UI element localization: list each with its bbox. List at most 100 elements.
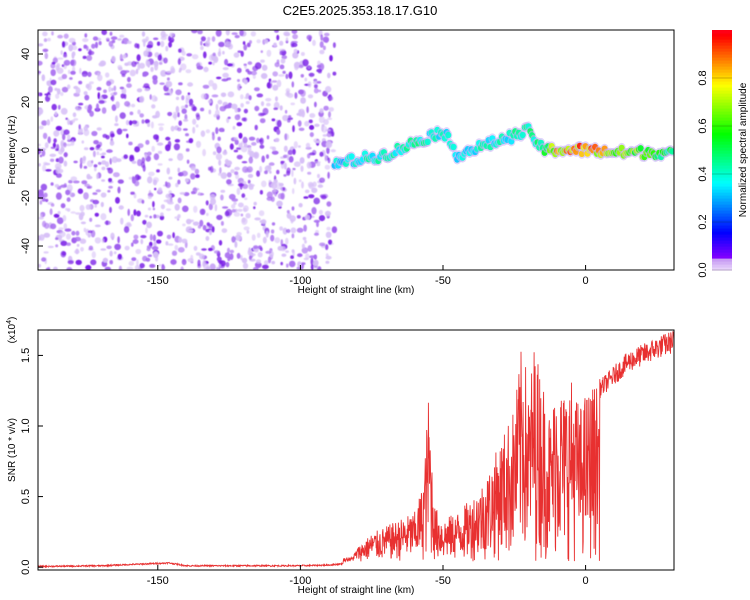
- noise-speckle: [329, 96, 334, 101]
- noise-speckle: [222, 72, 229, 78]
- noise-speckle: [117, 179, 124, 184]
- spectrogram-x-tick-label: -150: [147, 275, 169, 287]
- noise-speckle: [332, 71, 337, 76]
- noise-speckle: [116, 128, 123, 135]
- noise-speckle: [85, 83, 90, 89]
- noise-speckle: [60, 92, 64, 96]
- colorbar-segment: [712, 174, 732, 178]
- colorbar-segment: [712, 237, 732, 241]
- colorbar-segment: [712, 222, 732, 226]
- colorbar-segment: [712, 78, 732, 82]
- colorbar-segment: [712, 69, 732, 73]
- noise-speckle: [131, 103, 136, 108]
- noise-speckle: [177, 247, 185, 253]
- noise-speckle: [273, 107, 279, 110]
- noise-speckle: [57, 34, 63, 39]
- snr-ticks: -150 -100 -50 0 0.0 0.5 1.0 1.5: [20, 348, 589, 587]
- noise-speckle: [101, 166, 106, 171]
- noise-speckle: [247, 61, 253, 65]
- noise-speckle: [278, 48, 286, 52]
- noise-speckle: [82, 38, 89, 43]
- noise-speckle: [190, 166, 196, 171]
- noise-speckle: [208, 99, 212, 104]
- noise-speckle: [64, 228, 72, 232]
- noise-speckle: [66, 267, 73, 270]
- noise-speckle: [284, 133, 288, 141]
- noise-speckle: [196, 65, 204, 70]
- signal-ridge: [330, 121, 674, 171]
- noise-speckle: [264, 170, 268, 175]
- noise-speckle: [253, 151, 260, 159]
- noise-speckle: [72, 51, 76, 57]
- noise-speckle: [301, 181, 304, 189]
- noise-speckle: [153, 251, 159, 259]
- noise-speckle: [249, 40, 252, 44]
- noise-speckle: [161, 264, 165, 268]
- noise-speckle: [205, 200, 209, 206]
- noise-speckle: [314, 232, 319, 236]
- noise-speckle: [178, 236, 183, 243]
- noise-speckle: [286, 263, 289, 268]
- noise-speckle: [247, 146, 252, 153]
- noise-speckle: [50, 203, 55, 207]
- noise-speckle: [287, 117, 293, 120]
- noise-speckle: [282, 187, 286, 191]
- noise-speckle: [160, 70, 167, 77]
- noise-speckle: [173, 111, 178, 115]
- noise-speckle: [283, 162, 287, 170]
- noise-speckle: [201, 248, 207, 251]
- noise-speckle: [236, 122, 243, 127]
- noise-speckle: [297, 261, 302, 268]
- noise-speckle: [225, 261, 230, 268]
- noise-speckle: [233, 52, 240, 58]
- noise-speckle: [260, 219, 267, 225]
- noise-speckle: [178, 120, 182, 126]
- noise-speckle: [78, 102, 84, 106]
- noise-speckle: [266, 82, 273, 89]
- noise-speckle: [132, 239, 139, 245]
- noise-speckle: [174, 244, 179, 251]
- noise-speckle: [40, 213, 43, 218]
- colorbar-segment: [712, 264, 732, 268]
- noise-speckle: [185, 133, 189, 137]
- ridge-core: [669, 148, 674, 155]
- noise-speckle: [208, 247, 213, 252]
- noise-speckle: [279, 40, 284, 46]
- noise-speckle: [236, 252, 241, 259]
- colorbar-segment: [712, 168, 732, 172]
- noise-speckle: [65, 189, 71, 196]
- noise-speckle: [134, 43, 139, 49]
- noise-speckle: [309, 132, 314, 138]
- ridge-core: [637, 145, 644, 152]
- noise-speckle: [331, 226, 338, 234]
- noise-speckle: [152, 234, 156, 242]
- noise-speckle: [136, 259, 139, 267]
- noise-speckle: [290, 227, 297, 234]
- noise-speckle: [79, 162, 83, 169]
- noise-speckle: [68, 179, 73, 184]
- noise-speckle: [186, 229, 194, 233]
- colorbar-segment: [712, 54, 732, 58]
- noise-speckle: [231, 32, 238, 35]
- noise-speckle: [101, 107, 107, 114]
- noise-speckle: [220, 221, 224, 226]
- noise-speckle: [200, 45, 204, 51]
- noise-speckle: [65, 143, 72, 147]
- noise-speckle: [81, 156, 86, 164]
- noise-speckle: [101, 152, 107, 156]
- noise-speckle: [203, 51, 207, 59]
- noise-speckle: [158, 264, 162, 267]
- noise-speckle: [226, 172, 232, 178]
- noise-speckle: [314, 123, 320, 128]
- noise-speckle: [326, 226, 331, 231]
- colorbar-segment: [712, 102, 732, 106]
- noise-speckle: [293, 61, 301, 69]
- noise-speckle: [50, 223, 57, 230]
- noise-speckle: [157, 150, 163, 154]
- noise-speckle: [51, 61, 56, 65]
- noise-speckle: [254, 87, 260, 92]
- noise-speckle: [314, 161, 321, 164]
- noise-speckle: [120, 93, 125, 99]
- noise-speckle: [54, 87, 58, 91]
- noise-speckle: [291, 30, 298, 34]
